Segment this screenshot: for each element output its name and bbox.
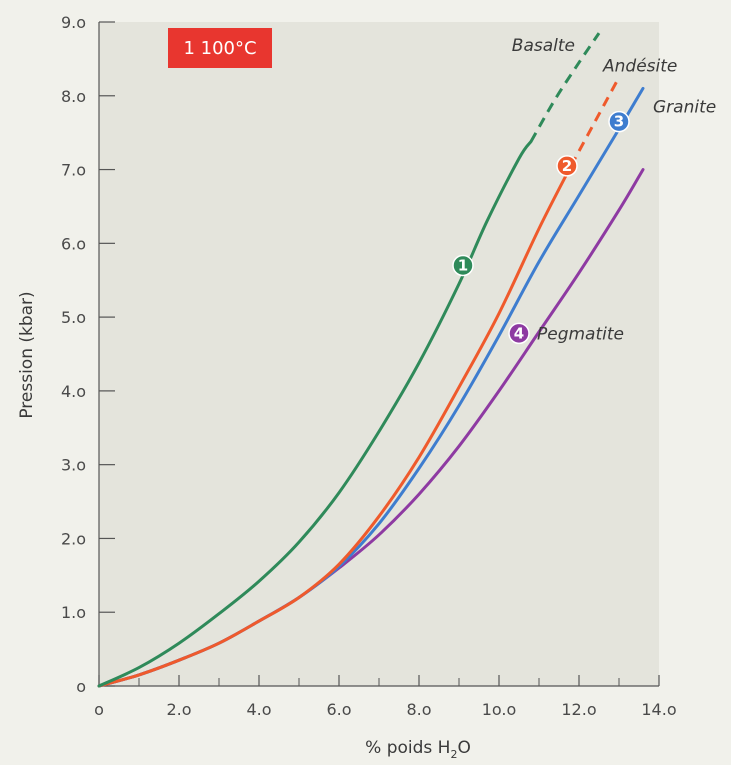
series-marker bbox=[452, 254, 474, 277]
y-ticks: o 1.o 2.o 3.o 4.o 5.o 6.o 7.o 8.o 9.o bbox=[61, 13, 115, 696]
x-axis-title-suffix: O bbox=[457, 738, 470, 758]
y-tick-label: 8.o bbox=[61, 87, 86, 106]
series-marker-number: 3 bbox=[614, 113, 624, 131]
x-tick-label: 14.o bbox=[641, 700, 676, 719]
x-tick-label: 8.o bbox=[406, 700, 431, 719]
x-ticks: o 2.o 4.o 6.o 8.o 1o.o 12.o 14.o bbox=[94, 675, 677, 719]
y-axis-title: Pression (kbar) bbox=[17, 291, 37, 418]
series-name-label: Basalte bbox=[512, 36, 575, 56]
x-axis-title: % poids H2O bbox=[365, 738, 471, 761]
x-axis-title-main: % poids H bbox=[365, 738, 450, 758]
series-marker-number: 4 bbox=[514, 324, 524, 342]
y-tick-label: 1.o bbox=[61, 603, 86, 622]
y-tick-label: 4.o bbox=[61, 382, 86, 401]
series-name-label: Pegmatite bbox=[537, 324, 624, 344]
temperature-badge: 1 100°C bbox=[168, 28, 272, 68]
series-dashed-extension bbox=[569, 76, 621, 167]
y-tick-label: o bbox=[76, 677, 86, 696]
series-marker-number: 2 bbox=[562, 157, 572, 175]
y-tick-label: 5.o bbox=[61, 308, 86, 327]
x-tick-label: 6.o bbox=[326, 700, 351, 719]
x-tick-label: 4.o bbox=[246, 700, 271, 719]
labels-layer: 1 Basalte 2 Andésite 3 Granite 4 Pegmatite bbox=[452, 36, 716, 345]
temperature-badge-text: 1 100°C bbox=[183, 38, 256, 59]
x-tick-label: 1o.o bbox=[482, 700, 517, 719]
y-tick-label: 2.o bbox=[61, 529, 86, 548]
x-axis-title-subscript: 2 bbox=[450, 748, 457, 761]
x-tick-label: 2.o bbox=[166, 700, 191, 719]
series-marker bbox=[608, 110, 630, 133]
y-tick-label: 6.o bbox=[61, 234, 86, 253]
series-dashed-extension bbox=[529, 32, 601, 143]
temperature-badge-box bbox=[168, 28, 272, 68]
y-tick-label: 3.o bbox=[61, 456, 86, 475]
series-line-basalte bbox=[97, 140, 533, 688]
series-marker bbox=[556, 155, 578, 177]
y-tick-label: 7.o bbox=[61, 161, 86, 180]
series-layer bbox=[97, 32, 645, 688]
series-marker-number: 1 bbox=[458, 256, 468, 274]
x-tick-label: o bbox=[94, 700, 104, 719]
series-name-label: Andésite bbox=[602, 56, 677, 76]
y-tick-label: 9.o bbox=[61, 13, 86, 32]
plot-area bbox=[99, 22, 659, 686]
series-name-label: Granite bbox=[653, 97, 716, 117]
series-marker bbox=[508, 322, 530, 345]
series-line-andsite bbox=[97, 164, 573, 688]
x-tick-label: 12.o bbox=[561, 700, 596, 719]
